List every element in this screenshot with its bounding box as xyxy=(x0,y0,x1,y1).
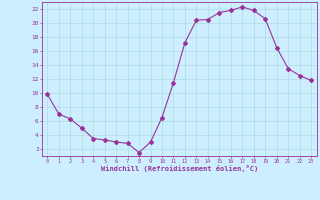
X-axis label: Windchill (Refroidissement éolien,°C): Windchill (Refroidissement éolien,°C) xyxy=(100,165,258,172)
